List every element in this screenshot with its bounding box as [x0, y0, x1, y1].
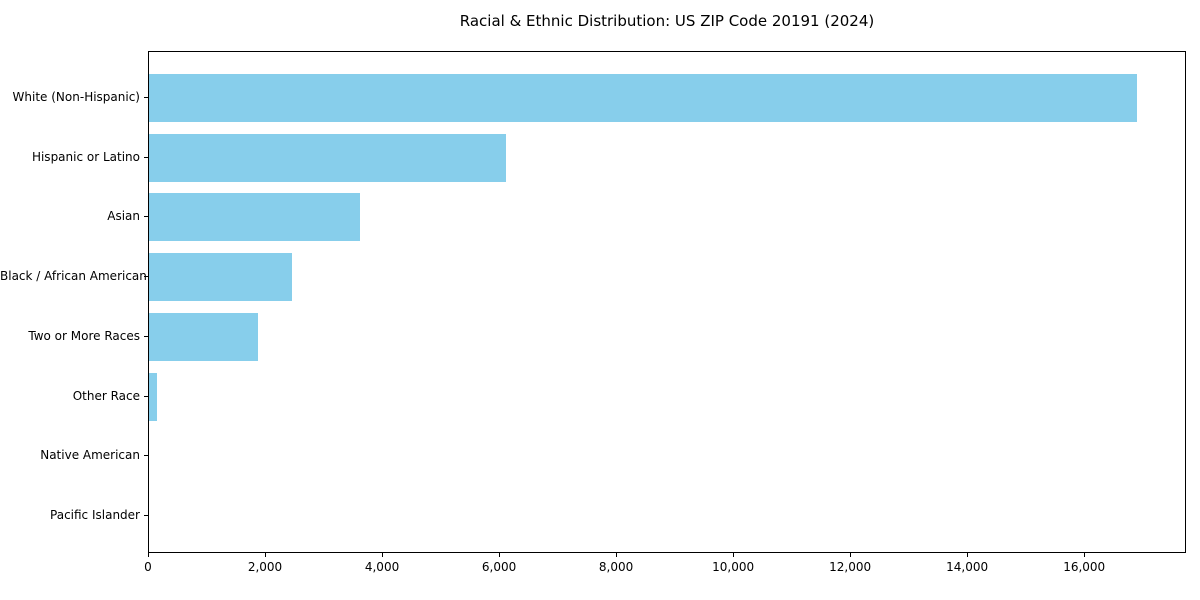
y-tick-mark	[144, 97, 148, 98]
x-tick-label-0: 0	[144, 560, 152, 574]
y-tick-label-native-american: Native American	[40, 448, 140, 463]
x-tick-mark	[265, 553, 267, 557]
bar-white-non-hispanic	[149, 74, 1137, 122]
x-tick-mark	[499, 553, 501, 557]
x-tick-label-10000: 10,000	[712, 560, 755, 574]
x-tick-mark	[1084, 553, 1086, 557]
x-tick-mark	[616, 553, 618, 557]
y-tick-mark	[144, 455, 148, 457]
y-tick-label-two-or-more-races: Two or More Races	[28, 328, 140, 343]
bar-hispanic-or-latino	[149, 133, 506, 182]
x-tick-mark	[733, 553, 735, 557]
x-tick-label-14000: 14,000	[946, 560, 989, 574]
x-tick-label-2000: 2,000	[247, 560, 283, 574]
plot-area	[148, 51, 1186, 553]
bar-other-race	[149, 372, 158, 421]
x-tick-mark	[382, 553, 384, 557]
y-tick-mark	[144, 216, 148, 218]
x-tick-label-4000: 4,000	[364, 560, 400, 574]
x-tick-mark	[148, 553, 149, 557]
x-tick-label-6000: 6,000	[481, 560, 517, 574]
x-tick-label-8000: 8,000	[598, 560, 634, 574]
x-tick-label-16000: 16,000	[1063, 560, 1106, 574]
x-tick-label-12000: 12,000	[829, 560, 872, 574]
x-tick-mark	[967, 553, 969, 557]
chart-title: Racial & Ethnic Distribution: US ZIP Cod…	[459, 12, 875, 30]
y-tick-label-other-race: Other Race	[72, 388, 140, 403]
y-tick-mark	[144, 335, 148, 337]
y-tick-label-pacific-islander: Pacific Islander	[50, 507, 140, 522]
y-tick-mark	[144, 395, 148, 397]
y-tick-label-hispanic-or-latino: Hispanic or Latino	[31, 149, 140, 164]
bar-black-african-american	[149, 253, 293, 302]
y-tick-mark	[144, 276, 148, 278]
x-tick-mark	[850, 553, 852, 557]
y-tick-mark	[144, 156, 148, 158]
y-tick-label-asian: Asian	[107, 209, 140, 224]
y-tick-mark	[144, 514, 148, 516]
bar-two-or-more-races	[149, 312, 258, 361]
y-tick-label-black-african-american: Black / African American	[0, 269, 147, 284]
y-tick-label-white-non-hispanic: White (Non-Hispanic)	[12, 90, 140, 104]
bar-asian	[149, 193, 360, 242]
